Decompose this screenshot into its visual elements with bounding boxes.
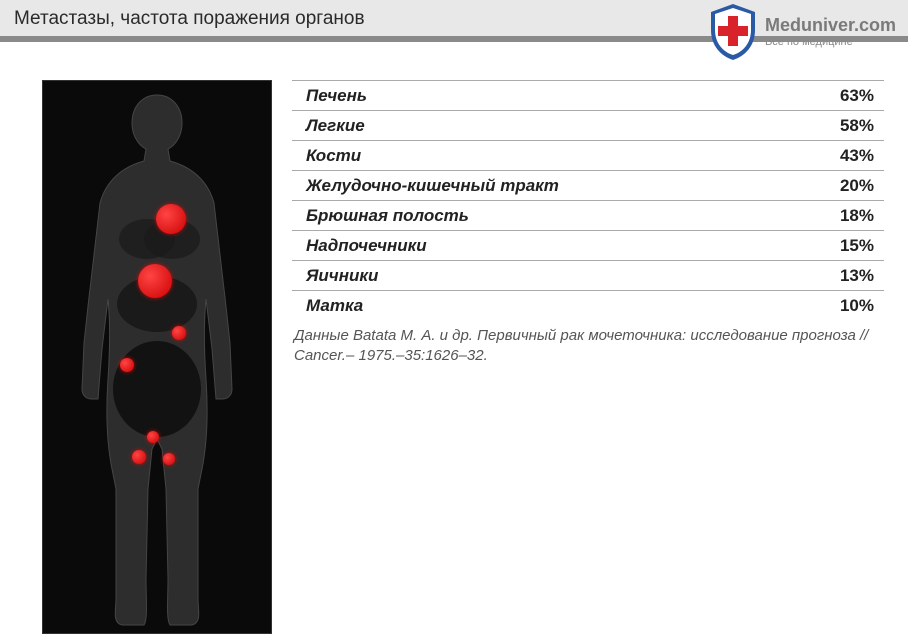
table-row: Надпочечники 15% [292, 230, 884, 260]
table-row: Печень 63% [292, 80, 884, 110]
table-row: Кости 43% [292, 140, 884, 170]
organ-label: Брюшная полость [306, 206, 469, 226]
female-silhouette [52, 89, 262, 629]
citation-text: Данные Batata М. А. и др. Первичный рак … [292, 326, 884, 365]
metastasis-marker [163, 453, 175, 465]
page-title: Метастазы, частота поражения органов [14, 8, 365, 29]
content-area: Печень 63% Легкие 58% Кости 43% Желудочно-кише… [0, 42, 908, 637]
metastasis-marker [156, 204, 186, 234]
organ-percentage: 10% [840, 296, 874, 316]
organ-percentage: 58% [840, 116, 874, 136]
organ-label: Желудочно-кишечный тракт [306, 176, 559, 196]
metastasis-marker [138, 264, 172, 298]
metastasis-marker [132, 450, 146, 464]
organ-label: Печень [306, 86, 367, 106]
organ-percentage: 15% [840, 236, 874, 256]
organ-percentage: 43% [840, 146, 874, 166]
organ-percentage: 18% [840, 206, 874, 226]
table-row: Брюшная полость 18% [292, 200, 884, 230]
metastasis-marker [172, 326, 186, 340]
organ-label: Кости [306, 146, 361, 166]
organ-percentage: 13% [840, 266, 874, 286]
organ-label: Легкие [306, 116, 365, 136]
body-silhouette-panel [42, 80, 272, 634]
organ-label: Матка [306, 296, 363, 316]
frequency-table: Печень 63% Легкие 58% Кости 43% Желудочно-кише… [292, 80, 884, 365]
table-row: Яичники 13% [292, 260, 884, 290]
metastasis-marker [120, 358, 134, 372]
logo-title: Meduniver.com [765, 16, 896, 36]
organ-percentage: 63% [840, 86, 874, 106]
metastasis-marker [147, 431, 159, 443]
table-row: Легкие 58% [292, 110, 884, 140]
table-row: Желудочно-кишечный тракт 20% [292, 170, 884, 200]
organ-label: Надпочечники [306, 236, 427, 256]
organ-percentage: 20% [840, 176, 874, 196]
organ-label: Яичники [306, 266, 378, 286]
table-row: Матка 10% [292, 290, 884, 320]
